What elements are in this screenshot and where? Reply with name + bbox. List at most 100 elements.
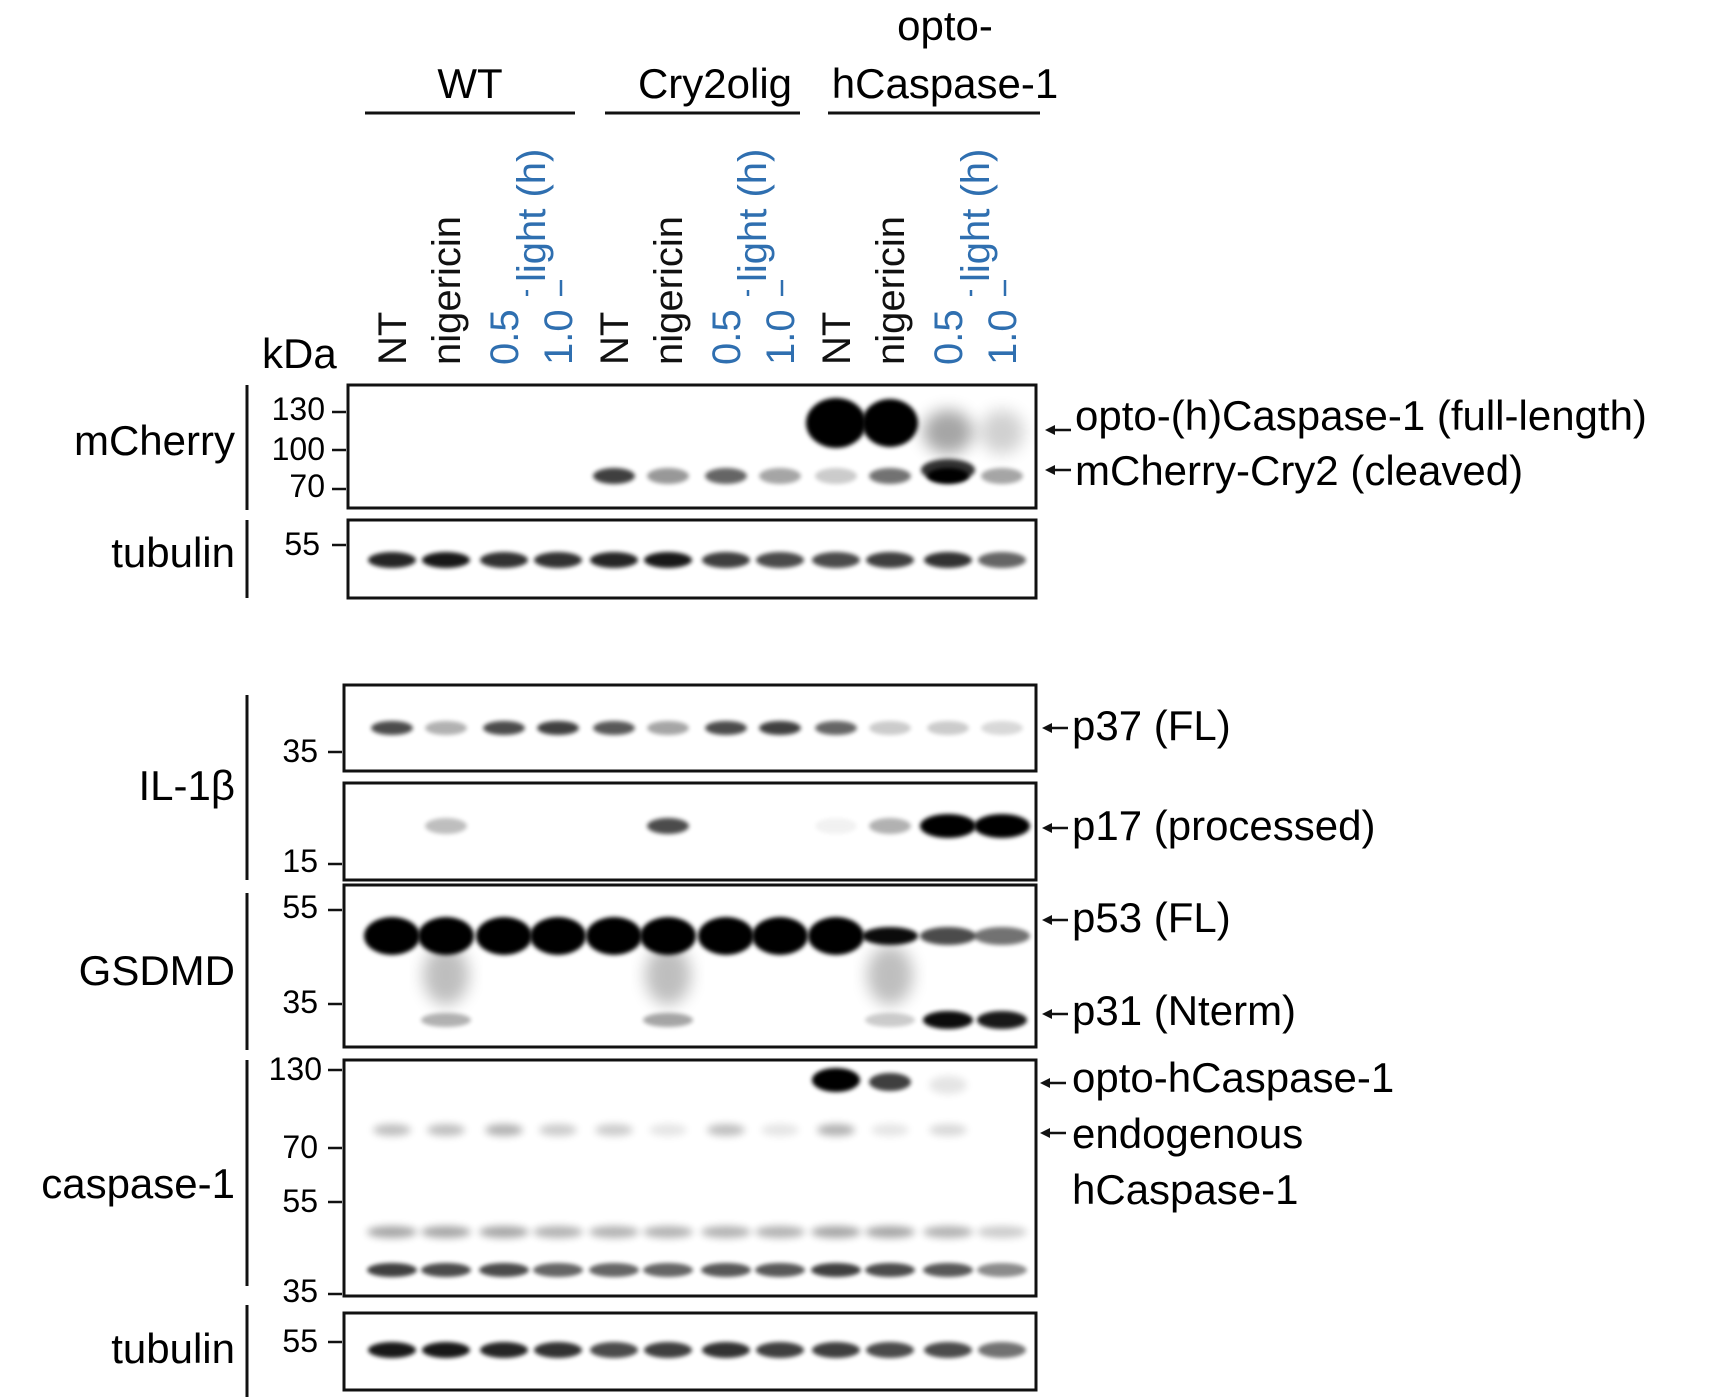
band-mcherry-cleaved: [869, 468, 911, 484]
band-il1b-p17: [974, 814, 1030, 838]
band-gsdmd-smear: [645, 945, 691, 1005]
band-gsdmd-p31: [643, 1013, 693, 1027]
light-labels: light (h) light (h) light (h): [510, 149, 1007, 296]
band-tubulin-top: [590, 552, 638, 568]
marker-caspase1-130: 130: [269, 1051, 322, 1087]
band-il1b-p37: [371, 721, 413, 735]
annotation-opto-hcaspase1: opto-hCaspase-1: [1072, 1054, 1394, 1101]
band-tubulin-top: [368, 552, 416, 568]
antibody-label-caspase1: caspase-1: [41, 1160, 235, 1207]
band-mcherry-cleaved: [921, 459, 975, 481]
band-endogenous-hcaspase1: [539, 1124, 577, 1136]
band-mcherry-fl: [980, 410, 1024, 454]
lane-label-6: 0.5: [705, 309, 749, 365]
band-caspase1-upper: [367, 1226, 417, 1238]
band-tubulin-bottom: [702, 1342, 750, 1358]
band-annotations: opto-(h)Caspase-1 (full-length) mCherry-…: [1072, 392, 1647, 1213]
group-headers: WT Cry2olig opto- hCaspase-1: [365, 2, 1058, 115]
band-il1b-p37: [483, 721, 525, 735]
band-il1b-p17: [425, 818, 467, 834]
lane-label-4: NT: [593, 312, 637, 365]
band-il1b-p37: [537, 721, 579, 735]
band-gsdmd-p53: [808, 917, 864, 955]
band-caspase1-upper: [421, 1226, 471, 1238]
band-caspase1-lower: [701, 1263, 751, 1277]
band-gsdmd-p53: [364, 917, 420, 955]
group-label-wt: WT: [437, 60, 502, 107]
band-caspase1-lower: [421, 1263, 471, 1277]
band-opto-hcaspase1: [812, 1068, 860, 1092]
band-tubulin-top: [702, 552, 750, 568]
band-tubulin-bottom: [756, 1342, 804, 1358]
blot-panel-il1b-top: [342, 683, 1038, 773]
band-il1b-p37: [815, 721, 857, 735]
band-caspase1-upper: [865, 1226, 915, 1238]
band-caspase1-lower: [479, 1263, 529, 1277]
band-gsdmd-p53: [586, 917, 642, 955]
blot-panel-caspase1: [342, 1058, 1038, 1298]
band-il1b-p37: [869, 721, 911, 735]
annotation-p17: p17 (processed): [1072, 802, 1376, 849]
lane-label-7: 1.0: [759, 309, 803, 365]
band-caspase1-upper: [701, 1226, 751, 1238]
marker-tubulin-top-55: 55: [284, 526, 320, 562]
band-tubulin-bottom: [368, 1342, 416, 1358]
annotation-endogenous-hcaspase1: hCaspase-1: [1072, 1166, 1298, 1213]
marker-tubulin-bottom-55: 55: [282, 1323, 318, 1359]
band-gsdmd-p53: [640, 917, 696, 955]
band-caspase1-upper: [755, 1226, 805, 1238]
band-il1b-p37: [425, 721, 467, 735]
band-tubulin-bottom: [978, 1342, 1026, 1358]
band-tubulin-bottom: [924, 1342, 972, 1358]
band-caspase1-lower: [533, 1263, 583, 1277]
band-endogenous-hcaspase1: [373, 1124, 411, 1136]
band-opto-hcaspase1: [869, 1073, 911, 1091]
band-il1b-p17: [920, 814, 976, 838]
band-gsdmd-p31: [421, 1013, 471, 1027]
band-caspase1-lower: [367, 1263, 417, 1277]
blot-bands: [364, 398, 1030, 1358]
marker-mcherry-100: 100: [272, 431, 325, 467]
antibody-label-gsdmd: GSDMD: [79, 947, 235, 994]
band-caspase1-upper: [923, 1226, 973, 1238]
antibody-label-mcherry: mCherry: [74, 417, 235, 464]
band-caspase1-upper: [977, 1226, 1027, 1238]
blot-frames: [342, 383, 1038, 1392]
band-gsdmd-p53: [752, 917, 808, 955]
band-caspase1-lower: [811, 1263, 861, 1277]
band-endogenous-hcaspase1: [595, 1124, 633, 1136]
antibody-label-tubulin-bottom: tubulin: [111, 1325, 235, 1372]
band-caspase1-upper: [479, 1226, 529, 1238]
band-caspase1-lower: [589, 1263, 639, 1277]
annotation-p53: p53 (FL): [1072, 894, 1231, 941]
band-caspase1-upper: [533, 1226, 583, 1238]
band-endogenous-hcaspase1: [817, 1124, 855, 1136]
band-il1b-p37: [927, 721, 969, 735]
blot-panel-mcherry: [346, 383, 1038, 510]
band-endogenous-hcaspase1: [707, 1124, 745, 1136]
light-label-0: light (h): [510, 149, 554, 282]
lane-label-10: 0.5: [927, 309, 971, 365]
band-tubulin-top: [866, 552, 914, 568]
band-caspase1-upper: [589, 1226, 639, 1238]
lane-label-9: nigericin: [869, 216, 913, 365]
kda-label: kDa: [262, 330, 337, 377]
group-label-opto-line2: hCaspase-1: [832, 60, 1058, 107]
blot-panel-tubulin-top: [346, 518, 1038, 600]
band-il1b-p17: [815, 818, 857, 834]
band-endogenous-hcaspase1: [871, 1124, 909, 1136]
group-label-cry2olig: Cry2olig: [638, 60, 792, 107]
band-gsdmd-p31: [865, 1013, 915, 1027]
lane-label-8: NT: [815, 312, 859, 365]
lane-label-2: 0.5: [483, 309, 527, 365]
marker-mcherry-70: 70: [289, 468, 325, 504]
marker-caspase1-55: 55: [282, 1183, 318, 1219]
band-il1b-p17: [869, 818, 911, 834]
band-caspase1-lower: [755, 1263, 805, 1277]
annotation-mcherry-cleaved: mCherry-Cry2 (cleaved): [1075, 447, 1523, 494]
markers: 130 100 70 55 35 15 55 35 130 70 55 35 5…: [269, 391, 346, 1359]
band-il1b-p17: [647, 818, 689, 834]
band-il1b-p37: [981, 721, 1023, 735]
antibody-labels: mCherry tubulin IL-1β GSDMD caspase-1 tu…: [41, 385, 249, 1397]
marker-il1b-35: 35: [282, 733, 318, 769]
